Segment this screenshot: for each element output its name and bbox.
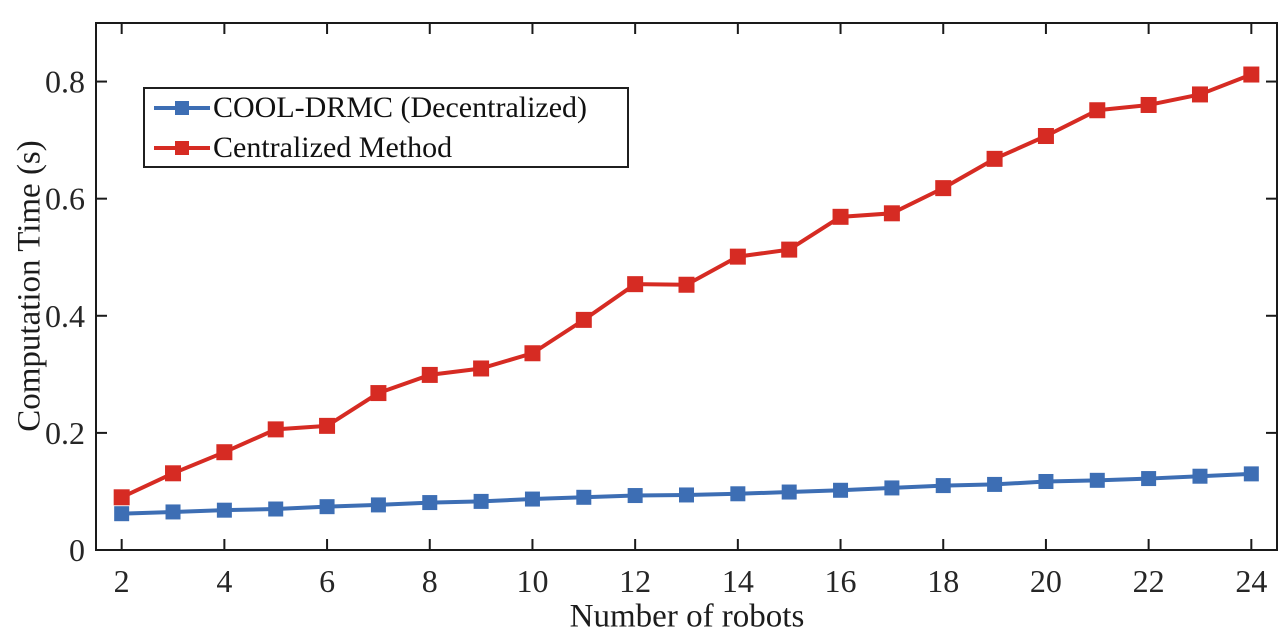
x-axis-label: Number of robots [569,598,805,635]
x-tick-label: 16 [825,563,857,599]
legend-item-centralized: Centralized Method [154,131,627,165]
series-marker-centralized [1191,86,1208,103]
series-marker-cool-drmc [370,497,386,513]
y-tick-label: 0 [69,532,85,568]
series-marker-centralized [165,465,182,482]
series-marker-cool-drmc [268,501,284,517]
legend: COOL-DRMC (Decentralized) Centralized Me… [143,87,629,168]
plot-border [95,22,1278,551]
x-tick-label: 24 [1235,563,1267,599]
series-marker-centralized [1140,96,1157,113]
series-marker-cool-drmc [114,506,130,522]
series-marker-cool-drmc [1038,473,1054,489]
series-marker-centralized [627,276,644,293]
series-marker-centralized [935,180,952,197]
series-marker-centralized [319,417,336,434]
series-marker-cool-drmc [165,504,181,520]
series-marker-centralized [781,241,798,258]
legend-line-sample [154,138,210,158]
series-marker-centralized [1243,66,1260,83]
series-marker-cool-drmc [216,502,232,518]
x-tick-label: 14 [722,563,754,599]
series-marker-cool-drmc [473,493,489,509]
x-tick-label: 10 [516,563,548,599]
series-marker-cool-drmc [1141,471,1157,487]
legend-label: COOL-DRMC (Decentralized) [213,90,588,124]
series-marker-centralized [1089,102,1106,119]
series-marker-cool-drmc [884,480,900,496]
y-tick-label: 0.4 [45,298,85,334]
series-marker-centralized [421,366,438,383]
series-marker-centralized [883,205,900,222]
series-marker-cool-drmc [422,495,438,511]
x-tick-label: 20 [1030,563,1062,599]
series-marker-centralized [524,345,541,362]
series-marker-centralized [113,489,130,506]
series-marker-cool-drmc [576,489,592,505]
series-marker-cool-drmc [1089,472,1105,488]
series-marker-cool-drmc [833,482,849,498]
legend-item-cool-drmc: COOL-DRMC (Decentralized) [154,91,627,125]
series-marker-cool-drmc [627,488,643,504]
series-marker-cool-drmc [524,491,540,507]
series-marker-centralized [1037,128,1054,145]
y-tick-label: 0.6 [45,181,85,217]
series-marker-centralized [216,444,233,461]
y-tick-label: 0.8 [45,64,85,100]
legend-square-marker-icon [175,100,189,115]
x-tick-label: 12 [619,563,651,599]
y-tick-label: 0.2 [45,415,85,451]
x-tick-label: 6 [319,563,335,599]
legend-line-sample [154,98,210,118]
series-marker-centralized [729,248,746,265]
x-tick-label: 4 [216,563,232,599]
series-marker-cool-drmc [319,499,335,515]
series-marker-cool-drmc [781,484,797,500]
series-marker-centralized [678,276,695,293]
series-marker-cool-drmc [1243,466,1259,482]
series-marker-cool-drmc [935,478,951,494]
series-marker-centralized [832,208,849,225]
series-marker-cool-drmc [730,486,746,502]
series-marker-centralized [473,360,490,377]
x-tick-label: 2 [114,563,130,599]
x-tick-label: 18 [927,563,959,599]
series-marker-cool-drmc [987,476,1003,492]
legend-label: Centralized Method [213,130,453,164]
series-marker-centralized [986,150,1003,167]
series-marker-centralized [267,421,284,438]
x-tick-label: 22 [1133,563,1165,599]
series-marker-centralized [370,385,387,402]
series-marker-cool-drmc [1192,468,1208,484]
series-marker-cool-drmc [679,487,694,503]
y-axis-label: Computation Time (s) [11,140,48,432]
x-tick-label: 8 [422,563,438,599]
legend-square-marker-icon [175,140,189,155]
series-marker-centralized [575,311,592,328]
